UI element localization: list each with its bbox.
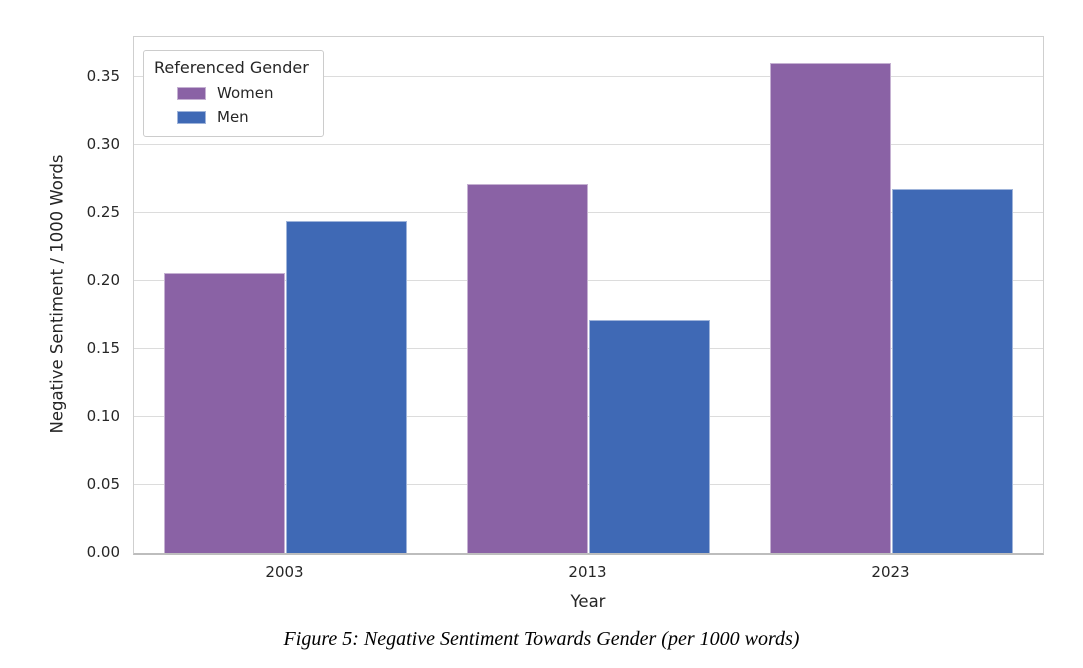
bar-men-2003 <box>285 221 407 553</box>
bar-men-2023 <box>891 188 1013 553</box>
gridline <box>134 212 1043 214</box>
gridline <box>134 76 1043 78</box>
legend-label-women: Women <box>217 84 274 102</box>
gridline <box>134 280 1043 282</box>
y-tick-label: 0.25 <box>86 202 120 221</box>
gridline <box>134 144 1043 146</box>
legend-title: Referenced Gender <box>154 58 309 77</box>
x-tick-label: 2023 <box>871 563 910 581</box>
y-tick-label: 0.05 <box>86 474 120 493</box>
bar-women-2003 <box>164 272 286 553</box>
y-tick-label: 0.35 <box>86 66 120 85</box>
legend-entry-men: Men <box>154 105 309 129</box>
bar-chart: Negative Sentiment / 1000 Words Year Ref… <box>47 36 1044 611</box>
x-tick-label: 2013 <box>568 563 607 581</box>
legend-entry-women: Women <box>154 81 309 105</box>
legend-label-men: Men <box>217 108 249 126</box>
y-tick-label: 0.10 <box>86 406 120 425</box>
plot-area: Referenced Gender Women Men <box>133 36 1044 555</box>
y-tick-label: 0.20 <box>86 270 120 289</box>
legend-swatch-men <box>177 110 206 124</box>
x-tick-label: 2003 <box>265 563 304 581</box>
bar-men-2013 <box>588 320 710 553</box>
y-axis-label: Negative Sentiment / 1000 Words <box>47 154 67 434</box>
bar-women-2023 <box>770 63 892 553</box>
y-tick-label: 0.00 <box>86 543 120 561</box>
x-axis-label: Year <box>570 592 606 611</box>
figure-caption: Figure 5: Negative Sentiment Towards Gen… <box>283 628 800 650</box>
legend-swatch-women <box>177 86 206 100</box>
y-tick-label: 0.15 <box>86 338 120 357</box>
bar-women-2013 <box>467 184 589 553</box>
legend: Referenced Gender Women Men <box>143 50 324 137</box>
y-tick-label: 0.30 <box>86 134 120 153</box>
